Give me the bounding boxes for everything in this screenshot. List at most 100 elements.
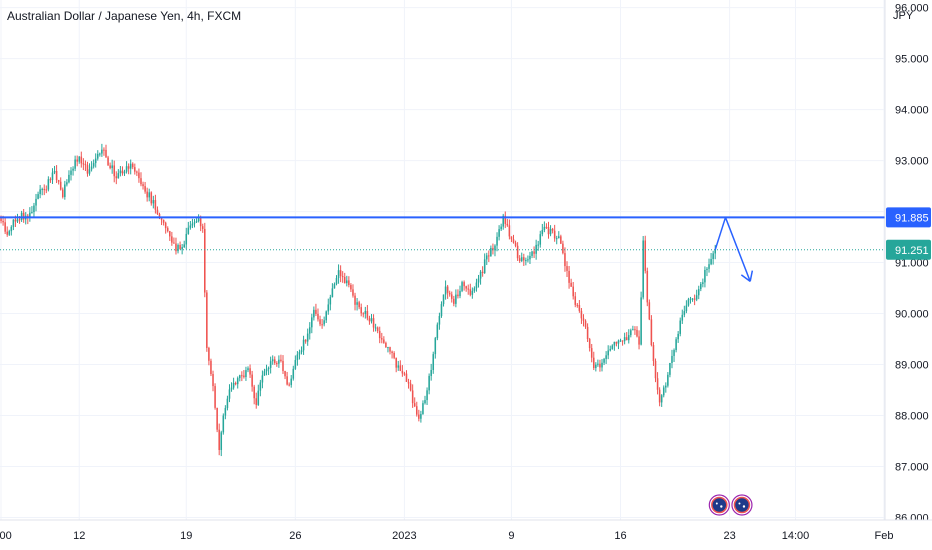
- candle: [590, 343, 593, 363]
- candle: [518, 255, 521, 263]
- candle: [529, 251, 531, 264]
- candle: [621, 340, 624, 346]
- candle: [492, 243, 494, 255]
- candle: [422, 400, 424, 415]
- candle: [263, 368, 266, 376]
- candle: [290, 375, 293, 388]
- candle: [317, 308, 319, 322]
- candle: [228, 384, 231, 403]
- candle: [446, 284, 449, 299]
- candle: [117, 169, 120, 179]
- candle: [45, 185, 48, 194]
- candle: [455, 289, 457, 308]
- candle: [238, 374, 241, 382]
- candle: [39, 184, 41, 199]
- candle: [448, 290, 451, 297]
- candle: [321, 319, 323, 329]
- australia-flag-icon[interactable]: [708, 494, 730, 516]
- candle: [253, 384, 255, 405]
- price-axis[interactable]: JPY96.00095.00094.00093.00092.00091.0009…: [884, 0, 932, 550]
- candle: [206, 290, 208, 352]
- candle: [535, 239, 537, 260]
- candle: [413, 397, 416, 408]
- australia-flag-icon[interactable]: [731, 494, 753, 516]
- candle: [162, 219, 165, 226]
- candle: [560, 234, 562, 245]
- candle: [370, 314, 373, 324]
- candle: [134, 163, 136, 175]
- candle: [43, 184, 46, 196]
- candle: [70, 167, 72, 181]
- candle: [169, 230, 171, 241]
- candle: [57, 179, 60, 185]
- candle: [496, 232, 498, 252]
- candle: [335, 275, 338, 286]
- candle: [323, 316, 325, 327]
- candle: [640, 291, 642, 346]
- candle: [376, 326, 379, 334]
- candle: [374, 323, 377, 332]
- price-tick-label: 89.000: [895, 360, 929, 372]
- candle: [475, 278, 478, 292]
- candle: [47, 176, 50, 192]
- candle: [131, 162, 134, 170]
- candle: [409, 379, 412, 392]
- candle: [407, 378, 410, 389]
- candle: [625, 332, 628, 341]
- candle: [313, 306, 315, 321]
- candle: [72, 166, 74, 176]
- candle: [288, 382, 290, 387]
- candle: [469, 283, 472, 297]
- candle: [171, 231, 173, 246]
- candle: [115, 171, 118, 185]
- time-axis[interactable]: 8:00 12 19 26 2023 9 16 23 14:00 Feb: [0, 519, 932, 550]
- candle: [450, 291, 453, 303]
- last-price-badge: 91.251: [886, 239, 931, 260]
- candle: [471, 287, 474, 299]
- candle: [387, 346, 389, 353]
- candle: [619, 338, 622, 342]
- candle: [420, 410, 422, 423]
- candle: [473, 286, 476, 293]
- candle: [669, 362, 671, 378]
- time-tick-label: 16: [614, 530, 626, 542]
- candle: [385, 341, 387, 348]
- candle: [498, 225, 500, 241]
- candle: [428, 373, 430, 395]
- price-tick-label: 93.000: [895, 156, 929, 168]
- candle: [372, 314, 375, 332]
- candle: [702, 278, 704, 288]
- candle: [533, 246, 535, 259]
- candle: [35, 193, 37, 212]
- candle: [411, 384, 414, 408]
- candle: [654, 358, 657, 383]
- price-tick-label: 87.000: [895, 461, 929, 473]
- candle: [494, 244, 496, 257]
- price-tick-label: 91.000: [895, 258, 929, 270]
- price-tick-label: 94.000: [895, 105, 929, 117]
- candle: [397, 360, 400, 371]
- candle: [284, 370, 286, 380]
- candle: [86, 161, 89, 177]
- projection-arrow[interactable]: [714, 217, 754, 283]
- candle: [646, 267, 649, 307]
- candle: [105, 144, 107, 158]
- time-tick-label: Feb: [874, 530, 893, 542]
- candle: [298, 349, 301, 360]
- candle: [586, 323, 589, 342]
- candle: [461, 280, 463, 293]
- candle: [92, 159, 95, 169]
- candle: [286, 371, 288, 386]
- candle: [329, 294, 332, 311]
- candle: [333, 282, 336, 289]
- candle: [82, 158, 85, 171]
- candle: [78, 156, 81, 164]
- candle: [597, 359, 599, 367]
- candle: [605, 351, 607, 364]
- time-tick-label: 9: [508, 530, 514, 542]
- candle: [90, 161, 93, 172]
- candle: [74, 155, 76, 172]
- candle: [660, 394, 663, 407]
